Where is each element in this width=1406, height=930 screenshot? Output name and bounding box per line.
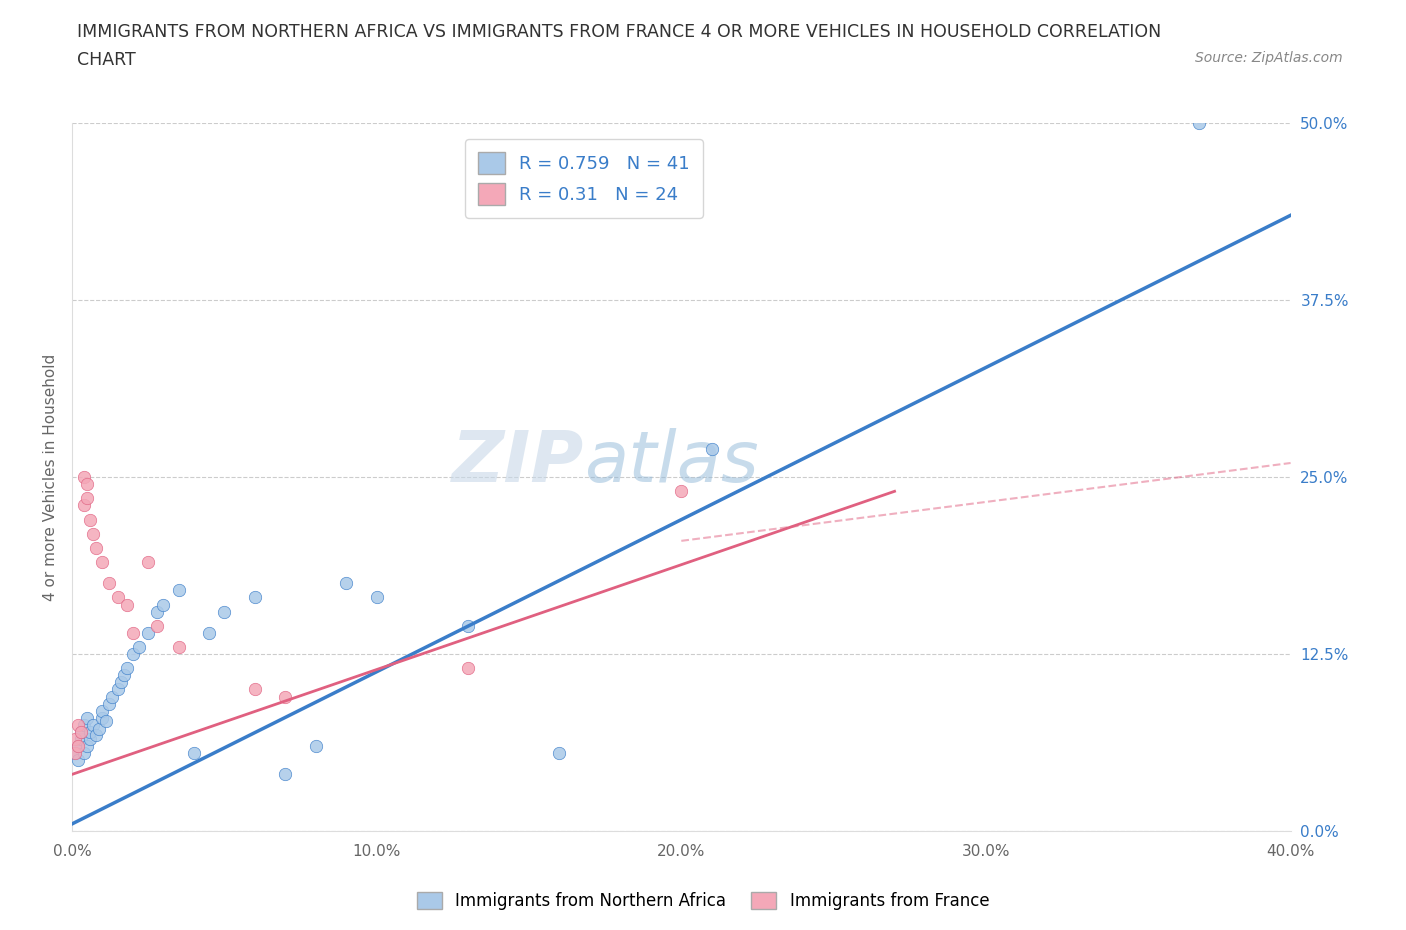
Point [305, 738, 328, 753]
Point [146, 604, 169, 619]
Point [76, 711, 98, 725]
Point [79, 732, 101, 747]
Text: Source: ZipAtlas.com: Source: ZipAtlas.com [1195, 51, 1343, 65]
Point [335, 576, 357, 591]
Point [63, 746, 86, 761]
Point [146, 618, 169, 633]
Point [94, 713, 117, 728]
Point [82, 717, 104, 732]
Point [128, 640, 150, 655]
Point [76, 738, 98, 753]
Point [76, 491, 98, 506]
Point [86, 727, 108, 742]
Point [110, 675, 132, 690]
Point [274, 689, 297, 704]
Point [97, 697, 120, 711]
Point [76, 477, 98, 492]
Point [73, 717, 96, 732]
Point [73, 470, 96, 485]
Point [198, 625, 221, 640]
Point [274, 767, 297, 782]
Point [79, 512, 101, 527]
Point [243, 590, 266, 604]
Y-axis label: 4 or more Vehicles in Household: 4 or more Vehicles in Household [44, 353, 58, 601]
Point [91, 703, 114, 718]
Point [214, 604, 236, 619]
Point [86, 540, 108, 555]
Point [122, 625, 145, 640]
Point [548, 746, 571, 761]
Point [457, 661, 479, 676]
Point [112, 668, 135, 683]
Point [107, 590, 129, 604]
Point [70, 724, 93, 739]
Point [122, 646, 145, 661]
Point [167, 583, 190, 598]
Legend: R = 0.759   N = 41, R = 0.31   N = 24: R = 0.759 N = 41, R = 0.31 N = 24 [465, 140, 703, 218]
Point [91, 554, 114, 569]
Point [136, 554, 159, 569]
Legend: Immigrants from Northern Africa, Immigrants from France: Immigrants from Northern Africa, Immigra… [411, 885, 995, 917]
Point [700, 442, 723, 457]
Text: CHART: CHART [77, 51, 136, 69]
Point [91, 711, 114, 725]
Point [79, 724, 101, 739]
Point [70, 724, 93, 739]
Point [73, 498, 96, 513]
Point [97, 576, 120, 591]
Point [152, 597, 174, 612]
Point [1188, 116, 1211, 131]
Point [457, 618, 479, 633]
Point [671, 484, 693, 498]
Point [243, 682, 266, 697]
Point [82, 526, 104, 541]
Point [67, 717, 90, 732]
Point [366, 590, 388, 604]
Point [63, 746, 86, 761]
Point [183, 746, 205, 761]
Point [167, 640, 190, 655]
Point [115, 661, 138, 676]
Point [115, 597, 138, 612]
Point [67, 738, 90, 753]
Point [67, 738, 90, 753]
Text: ZIP: ZIP [451, 429, 583, 498]
Point [67, 752, 90, 767]
Point [136, 625, 159, 640]
Text: atlas: atlas [583, 429, 758, 498]
Point [70, 732, 93, 747]
Text: IMMIGRANTS FROM NORTHERN AFRICA VS IMMIGRANTS FROM FRANCE 4 OR MORE VEHICLES IN : IMMIGRANTS FROM NORTHERN AFRICA VS IMMIG… [77, 23, 1161, 41]
Point [107, 682, 129, 697]
Point [73, 746, 96, 761]
Point [89, 722, 111, 737]
Point [100, 689, 122, 704]
Point [63, 732, 86, 747]
